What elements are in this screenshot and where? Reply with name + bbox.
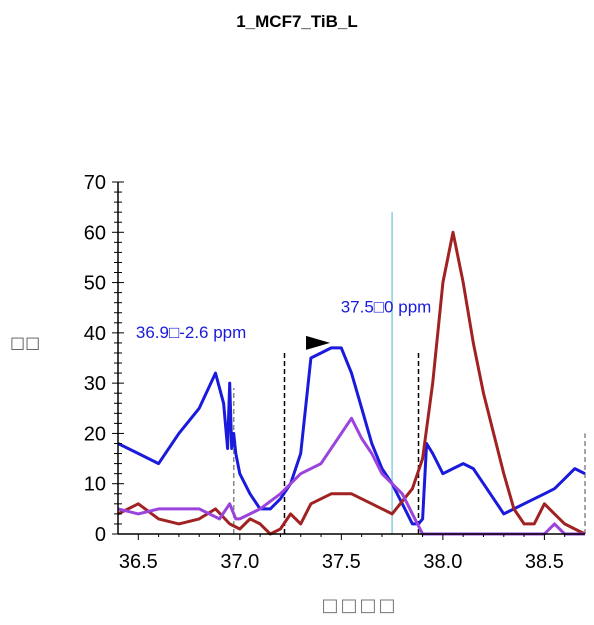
x-tick-label: 36.5 (119, 551, 158, 573)
x-tick-label: 38.0 (423, 551, 462, 573)
y-tick-label: 70 (84, 172, 106, 194)
y-tick-label: 30 (84, 373, 106, 395)
series-line-0 (117, 346, 586, 526)
chart-title: 1_MCF7_TiB_L (236, 12, 358, 31)
peak-annotation-1: 36.9□-2.6 ppm (136, 323, 246, 342)
series-line-2 (117, 416, 585, 536)
y-tick-label: 60 (84, 222, 106, 244)
y-tick-label: 20 (84, 423, 106, 445)
series-line-1 (117, 230, 586, 536)
arrow-marker (306, 335, 331, 350)
y-tick-label: 40 (84, 323, 106, 345)
y-tick-label: 50 (84, 273, 106, 295)
y-tick-label: 10 (84, 474, 106, 496)
x-tick-label: 38.5 (525, 551, 564, 573)
y-tick-label: 0 (95, 524, 106, 546)
x-axis-label: □□□□ (321, 595, 398, 616)
x-tick-label: 37.5 (322, 551, 361, 573)
x-tick-label: 37.0 (220, 551, 259, 573)
peak-annotation-0: 37.5□0 ppm (341, 298, 432, 317)
